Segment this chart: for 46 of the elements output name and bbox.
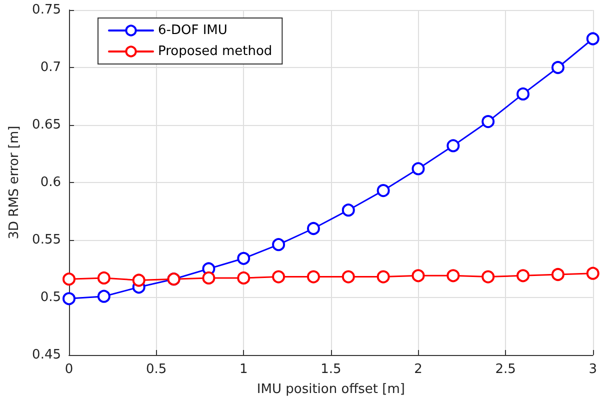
y-tick-label: 0.45 xyxy=(32,348,61,362)
point xyxy=(446,269,460,282)
point xyxy=(376,184,390,198)
point xyxy=(482,270,495,284)
point xyxy=(306,270,320,284)
x-tick-label: 1 xyxy=(239,362,248,377)
point xyxy=(412,269,425,282)
point xyxy=(551,268,564,281)
point xyxy=(586,266,600,280)
y-tick-label: 0.7 xyxy=(40,60,61,75)
point xyxy=(132,274,146,287)
y-tick-label: 0.6 xyxy=(40,175,61,190)
point xyxy=(272,238,286,252)
point xyxy=(342,204,355,217)
point xyxy=(412,162,425,176)
point xyxy=(586,32,600,46)
point xyxy=(97,271,110,284)
x-tick-label: 2 xyxy=(414,362,422,377)
y-axis-title: 3D RMS error [m] xyxy=(7,126,22,240)
x-tick-label: 3 xyxy=(588,362,598,377)
legend-label: 6-DOF IMU xyxy=(158,23,228,38)
x-tick-label: 1.5 xyxy=(320,362,342,377)
x-tick-label: 0.5 xyxy=(146,362,167,377)
y-tick-label: 0.5 xyxy=(40,290,61,305)
x-tick-label: 2.5 xyxy=(495,362,516,377)
point xyxy=(376,270,390,284)
point xyxy=(97,290,110,303)
point xyxy=(237,271,250,284)
point xyxy=(482,115,495,128)
y-tick-label: 0.65 xyxy=(32,118,61,132)
x-tick-label: 0 xyxy=(64,362,74,377)
point xyxy=(551,61,564,74)
point xyxy=(202,271,216,284)
point xyxy=(446,139,460,152)
y-tick-label: 0.55 xyxy=(32,232,61,248)
point xyxy=(342,270,355,284)
point xyxy=(62,292,76,306)
point xyxy=(516,269,530,282)
point xyxy=(516,87,530,100)
point xyxy=(62,272,76,286)
point xyxy=(306,222,320,235)
y-tick-label: 0.75 xyxy=(32,2,61,18)
x-axis-title: IMU position offset [m] xyxy=(256,382,405,397)
point xyxy=(237,252,250,265)
legend-label: Proposed method xyxy=(158,44,272,59)
point xyxy=(272,270,286,284)
